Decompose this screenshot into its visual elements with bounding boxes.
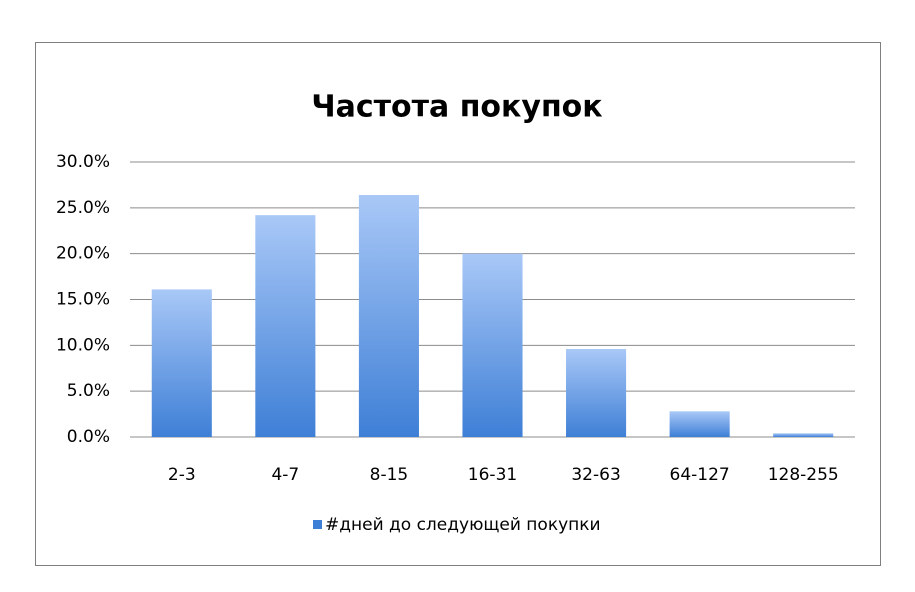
x-tick-label: 8-15	[370, 465, 409, 485]
x-tick-label: 128-255	[768, 465, 839, 485]
bar	[151, 289, 212, 437]
bar	[358, 195, 419, 437]
x-tick-label: 64-127	[670, 465, 730, 485]
y-tick-label: 10.0%	[56, 335, 110, 355]
bar	[462, 253, 523, 437]
chart-title: Частота покупок	[311, 90, 602, 125]
bar	[566, 349, 627, 437]
x-tick-label: 2-3	[168, 465, 196, 485]
y-tick-label: 25.0%	[56, 198, 110, 218]
legend-marker	[313, 520, 322, 529]
x-tick-label: 32-63	[571, 465, 620, 485]
legend-label: #дней до следующей покупки	[325, 515, 601, 535]
y-tick-label: 20.0%	[56, 244, 110, 264]
x-tick-label: 16-31	[468, 465, 517, 485]
bar	[255, 215, 316, 437]
y-tick-label: 5.0%	[67, 381, 110, 401]
x-tick-label: 4-7	[271, 465, 299, 485]
y-tick-label: 0.0%	[67, 427, 110, 447]
bar	[669, 411, 730, 437]
y-tick-label: 15.0%	[56, 290, 110, 310]
bar	[773, 433, 834, 437]
y-tick-label: 30.0%	[56, 152, 110, 172]
